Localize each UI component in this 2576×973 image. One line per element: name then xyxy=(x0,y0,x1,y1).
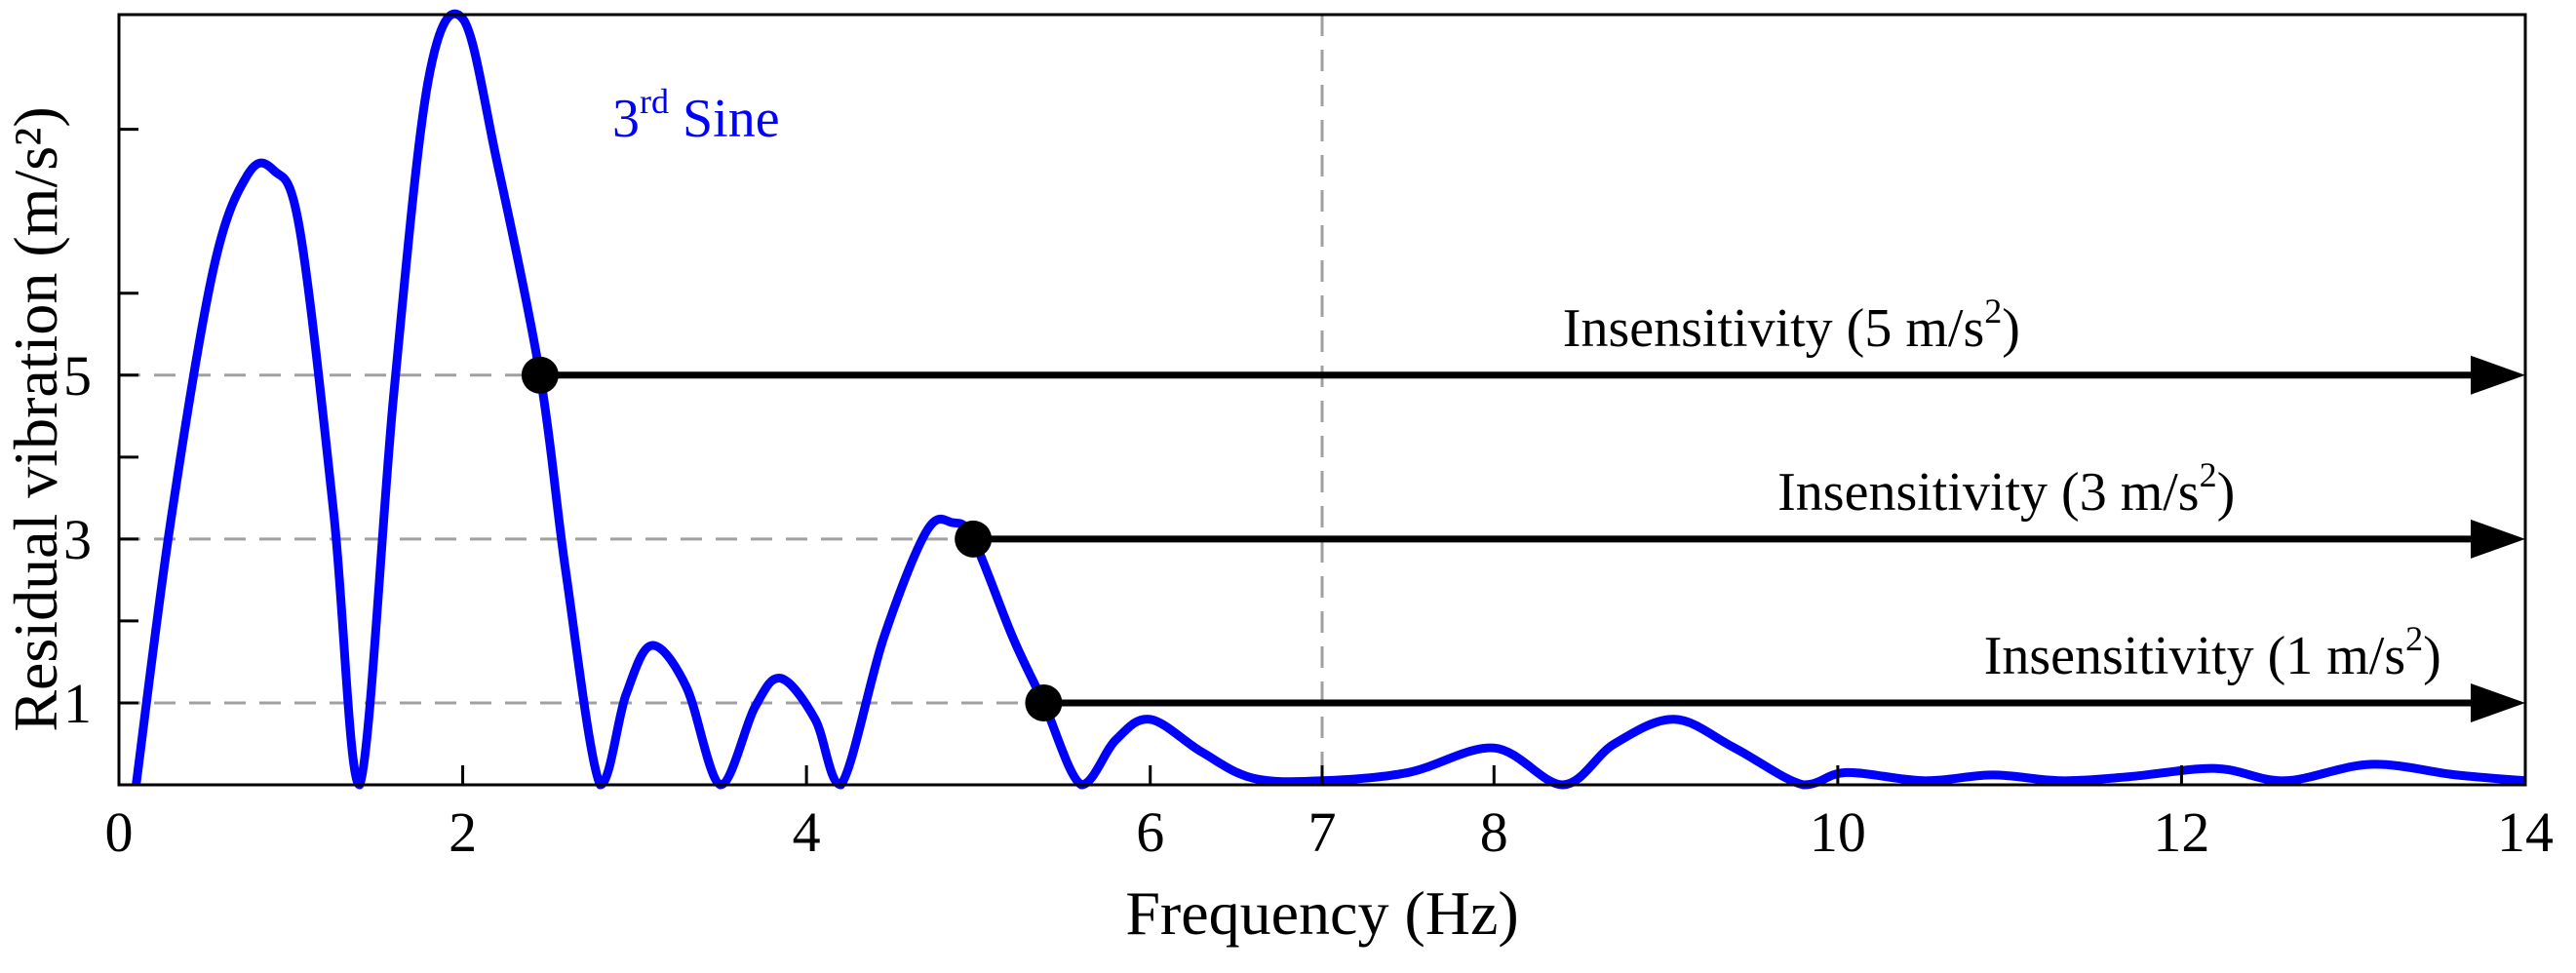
x-tick-label-10: 10 xyxy=(1810,800,1866,864)
axis-ticks: 0 2 4 6 7 8 10 12 14 1 3 5 xyxy=(63,128,2554,864)
insensitivity-label-5: Insensitivity (5 m/s2) xyxy=(1563,292,2020,359)
insensitivity-arrowhead-1 xyxy=(2471,682,2525,722)
x-tick-label-7: 7 xyxy=(1308,800,1337,864)
x-axis-title: Frequency (Hz) xyxy=(1125,878,1518,948)
y-tick-label-3: 3 xyxy=(63,508,92,571)
y-tick-label-1: 1 xyxy=(63,672,92,735)
insensitivity-arrowhead-3 xyxy=(2471,519,2525,559)
insensitivity-arrowhead-5 xyxy=(2471,355,2525,395)
y-axis-title: Residual vibration (m/s²) xyxy=(1,106,70,731)
insensitivity-label-1: Insensitivity (1 m/s2) xyxy=(1984,619,2441,686)
series-layer: 3rd Sine xyxy=(132,9,2526,790)
x-tick-label-2: 2 xyxy=(449,800,477,864)
insensitivity-label-3: Insensitivity (3 m/s2) xyxy=(1777,455,2235,523)
x-tick-label-12: 12 xyxy=(2153,800,2209,864)
x-tick-label-4: 4 xyxy=(793,800,821,864)
insensitivity-annotations: Insensitivity (5 m/s2) Insensitivity (3 m… xyxy=(521,292,2525,722)
insensitivity-marker-3 xyxy=(955,520,993,558)
series-label-0: 3rd Sine xyxy=(612,82,780,149)
insensitivity-marker-5 xyxy=(521,356,559,394)
y-tick-label-5: 5 xyxy=(63,344,92,408)
x-tick-label-8: 8 xyxy=(1480,800,1508,864)
x-tick-label-0: 0 xyxy=(105,800,134,864)
insensitivity-marker-1 xyxy=(1025,683,1063,721)
x-tick-label-14: 14 xyxy=(2497,800,2554,864)
x-tick-label-6: 6 xyxy=(1136,800,1164,864)
series-line-0 xyxy=(132,9,2526,790)
